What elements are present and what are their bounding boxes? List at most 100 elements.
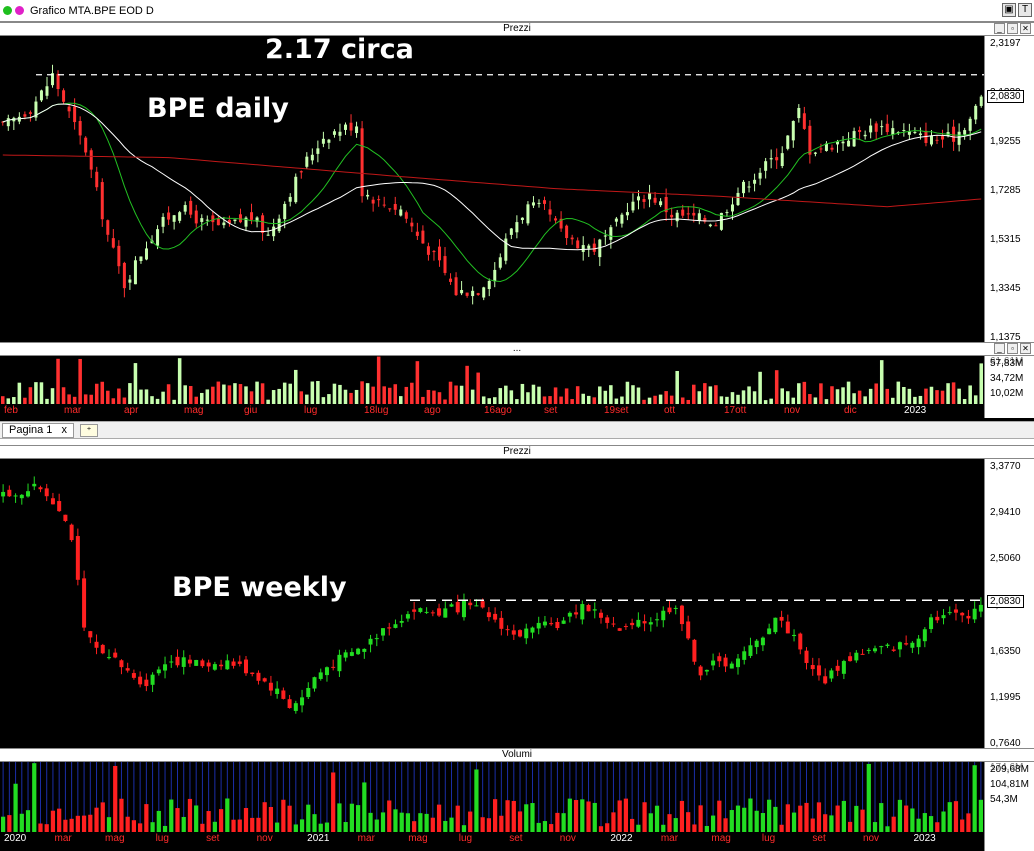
tab-close-icon[interactable]: x xyxy=(61,424,68,436)
candle-body xyxy=(555,621,560,629)
candle-body xyxy=(418,608,423,612)
date-axis-label: giu xyxy=(244,405,258,416)
daily-panel-restore-button[interactable]: ▫ xyxy=(1007,23,1018,34)
daily-panel-minimize-button[interactable]: _ xyxy=(994,23,1005,34)
candle-body xyxy=(530,627,535,633)
volume-bar xyxy=(243,807,249,832)
volume-bar xyxy=(338,384,342,404)
axis-tick-label: 0,7640 xyxy=(990,738,1021,749)
volume-bar xyxy=(177,358,182,404)
volume-bar xyxy=(94,383,99,404)
volume-bar xyxy=(767,799,772,832)
weekly-volume-chart[interactable] xyxy=(0,762,984,832)
volume-bar xyxy=(231,819,236,832)
candle-body xyxy=(935,616,940,621)
add-page-icon[interactable]: ⁺ xyxy=(80,424,98,437)
volume-bar xyxy=(754,810,759,832)
candle-body xyxy=(791,121,795,141)
volume-bar xyxy=(225,798,230,832)
volume-bar xyxy=(697,391,702,404)
candle-body xyxy=(897,642,902,650)
daily-volume-restore-button[interactable]: ▫ xyxy=(1007,343,1018,354)
volume-bar xyxy=(647,397,652,404)
volume-bar xyxy=(791,812,797,832)
volume-bar xyxy=(567,798,572,832)
volume-tick-label-overlap: 174,6M xyxy=(990,762,1024,773)
text-tool-button[interactable]: T xyxy=(1018,3,1032,17)
volume-bar xyxy=(89,394,93,404)
volume-bar xyxy=(249,391,254,404)
candle-body xyxy=(978,604,983,612)
candle-body xyxy=(144,248,148,260)
candle-body xyxy=(1,491,6,497)
volume-bar xyxy=(973,395,978,404)
ma-mid-line xyxy=(2,103,982,251)
volume-bar xyxy=(860,809,865,832)
volume-bar xyxy=(172,399,176,404)
candle-body xyxy=(338,131,342,136)
volume-bar xyxy=(354,389,359,404)
candle-body xyxy=(421,230,425,244)
volume-bar xyxy=(255,381,259,404)
candle-body xyxy=(891,649,896,651)
volume-bar xyxy=(698,805,703,832)
volume-tick-label: 34,72M xyxy=(990,373,1024,384)
daily-volume-chart[interactable] xyxy=(0,356,984,404)
candle-body xyxy=(128,279,132,283)
candle-body xyxy=(542,621,547,626)
candle-body xyxy=(885,644,890,646)
volume-bar xyxy=(736,394,740,404)
tab-pagina-1-label: Pagina 1 xyxy=(9,424,53,436)
candle-body xyxy=(565,225,569,239)
volume-bar xyxy=(642,802,647,832)
candle-body xyxy=(28,112,32,114)
weekly-price-panel-title: Prezzi xyxy=(503,446,531,457)
volume-tick-label: 54,3M xyxy=(990,794,1018,805)
candle-body xyxy=(808,125,812,155)
candle-body xyxy=(487,280,491,289)
candle-body xyxy=(337,654,342,672)
candle-body xyxy=(482,287,486,298)
daily-price-chart[interactable] xyxy=(0,36,984,342)
daily-panel-close-button[interactable]: ✕ xyxy=(1020,23,1031,34)
candle-body xyxy=(169,661,174,663)
maximize-window-button[interactable]: ▣ xyxy=(1002,3,1016,17)
candle-body xyxy=(206,662,211,667)
candle-body xyxy=(100,182,104,220)
candle-body xyxy=(847,140,851,147)
volume-bar xyxy=(316,381,320,404)
volume-bar xyxy=(262,802,267,832)
candle-body xyxy=(692,639,697,662)
candle-body xyxy=(75,536,80,580)
volume-bar xyxy=(282,382,287,404)
volume-bar xyxy=(714,385,718,404)
candle-body xyxy=(324,667,329,676)
daily-volume-close-button[interactable]: ✕ xyxy=(1020,343,1031,354)
volume-bar xyxy=(916,818,921,832)
weekly-title-annotation: BPE weekly xyxy=(172,572,347,603)
daily-volume-minimize-button[interactable]: _ xyxy=(994,343,1005,354)
weekly-price-chart[interactable] xyxy=(0,459,984,748)
candle-body xyxy=(32,483,37,487)
candle-body xyxy=(50,498,55,505)
candle-body xyxy=(200,218,204,222)
candle-body xyxy=(711,660,716,666)
candle-body xyxy=(935,139,939,141)
volume-bar xyxy=(250,817,255,832)
volume-bar xyxy=(449,817,454,832)
candle-body xyxy=(836,141,840,145)
candle-body xyxy=(879,646,884,648)
candle-body xyxy=(219,664,224,667)
date-axis-label: 17ott xyxy=(724,405,747,416)
volume-bar xyxy=(824,399,829,404)
candle-body xyxy=(355,126,359,134)
volume-bar xyxy=(426,389,431,404)
volume-bar xyxy=(509,390,514,404)
candle-body xyxy=(913,132,917,134)
candle-body xyxy=(736,658,740,668)
candle-body xyxy=(963,130,967,135)
tab-pagina-1[interactable]: Pagina 1 x xyxy=(2,423,74,438)
candle-body xyxy=(520,217,524,221)
volume-bar xyxy=(797,383,801,404)
volume-bar xyxy=(161,391,165,404)
